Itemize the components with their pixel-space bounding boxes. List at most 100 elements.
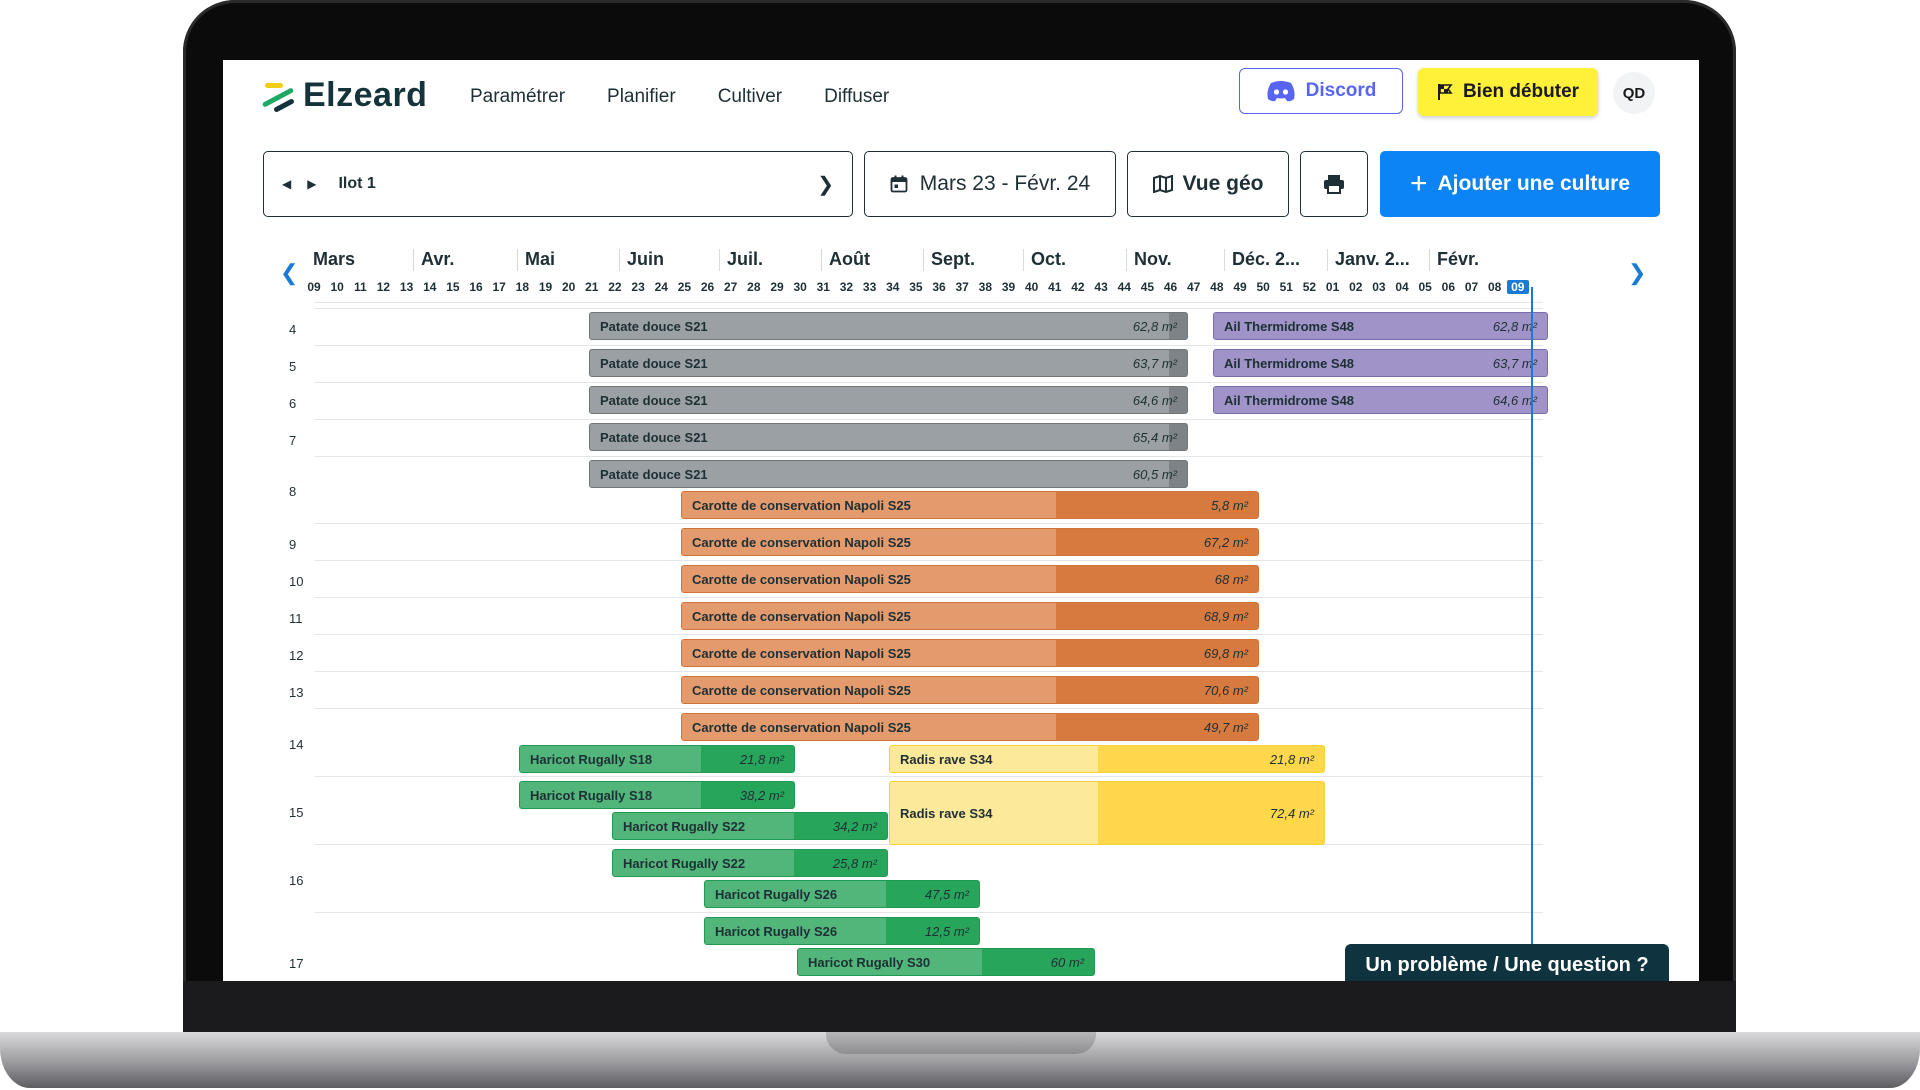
crop-name: Patate douce S21 xyxy=(600,318,708,334)
date-range-picker[interactable]: Mars 23 - Févr. 24 xyxy=(864,151,1116,217)
crop-bar[interactable]: Radis rave S34 72,4 m² xyxy=(889,781,1325,845)
week-label: 16 xyxy=(469,280,483,294)
crop-name: Haricot Rugally S18 xyxy=(530,787,653,803)
printer-icon xyxy=(1324,175,1344,194)
main-nav: Paramétrer Planifier Cultiver Diffuser xyxy=(470,86,889,108)
crop-bar-fill xyxy=(590,461,1170,487)
crop-name: Haricot Rugally S18 xyxy=(530,751,653,767)
row-divider xyxy=(315,776,1543,777)
week-label: 18 xyxy=(515,280,530,294)
nav-item-cultiver[interactable]: Cultiver xyxy=(717,86,783,107)
timeline-next-icon[interactable]: ❯ xyxy=(1628,260,1647,285)
crop-bar[interactable]: Carotte de conservation Napoli S25 68,9 m… xyxy=(681,602,1259,630)
help-button[interactable]: Un problème / Une question ? xyxy=(1345,944,1669,981)
week-label: 31 xyxy=(816,280,830,294)
crop-bar-fill xyxy=(682,714,1057,740)
crop-area: 63,7 m² xyxy=(1132,355,1177,371)
add-culture-button[interactable]: + Ajouter une culture xyxy=(1380,151,1660,217)
row-divider xyxy=(315,523,1543,524)
crop-bar[interactable]: Carotte de conservation Napoli S25 5,8 m² xyxy=(681,491,1259,519)
header-divider xyxy=(315,302,1543,303)
laptop-chin xyxy=(183,981,1736,1032)
timeline-prev-icon[interactable]: ❮ xyxy=(280,260,299,285)
ilot-selector[interactable]: ◀ ▶ Ilot 1 ❯ xyxy=(263,151,853,217)
crop-bar[interactable]: Haricot Rugally S26 47,5 m² xyxy=(704,880,980,908)
week-label: 40 xyxy=(1024,280,1039,294)
crop-bar-fill xyxy=(705,881,886,907)
crop-name: Patate douce S21 xyxy=(600,392,708,408)
crop-bar[interactable]: Ail Thermidrome S48 62,8 m² xyxy=(1213,312,1548,340)
crop-bar[interactable]: Haricot Rugally S26 12,5 m² xyxy=(704,917,980,945)
crop-bar[interactable]: Radis rave S34 21,8 m² xyxy=(889,745,1325,773)
nav-item-diffuser[interactable]: Diffuser xyxy=(824,86,890,107)
crop-area: 68,9 m² xyxy=(1203,608,1248,624)
crop-bar[interactable]: Haricot Rugally S30 60 m² xyxy=(797,948,1095,976)
date-range-label: Mars 23 - Févr. 24 xyxy=(919,172,1091,195)
month-label: Août xyxy=(829,249,870,269)
week-label: 50 xyxy=(1256,280,1270,294)
crop-area: 72,4 m² xyxy=(1269,805,1314,821)
crop-bar[interactable]: Haricot Rugally S22 25,8 m² xyxy=(612,849,888,877)
crop-area: 64,6 m² xyxy=(1492,392,1537,408)
geo-view-button[interactable]: Vue géo xyxy=(1127,151,1289,217)
start-guide-button[interactable]: Bien débuter xyxy=(1418,68,1598,116)
crop-bar[interactable]: Patate douce S21 63,7 m² xyxy=(589,349,1188,377)
month-separator xyxy=(1224,249,1225,271)
week-label: 06 xyxy=(1441,280,1456,294)
crop-name: Ail Thermidrome S48 xyxy=(1224,318,1355,334)
crop-bar[interactable]: Patate douce S21 64,6 m² xyxy=(589,386,1188,414)
crop-bar-fill xyxy=(682,566,1057,592)
week-label: 46 xyxy=(1163,280,1178,294)
week-label: 20 xyxy=(561,280,576,294)
flag-icon xyxy=(1437,84,1453,100)
week-label: 32 xyxy=(839,280,854,294)
add-culture-label: Ajouter une culture xyxy=(1437,172,1631,195)
crop-bar[interactable]: Haricot Rugally S22 34,2 m² xyxy=(612,812,888,840)
map-icon xyxy=(1152,175,1173,193)
month-label: Janv. 2... xyxy=(1335,249,1410,269)
next-ilot-icon[interactable]: ▶ xyxy=(307,177,317,191)
print-button[interactable] xyxy=(1300,151,1368,217)
crop-bar[interactable]: Carotte de conservation Napoli S25 68 m² xyxy=(681,565,1259,593)
nav-item-planifier[interactable]: Planifier xyxy=(607,86,676,107)
user-avatar[interactable]: QD xyxy=(1613,72,1655,114)
prev-ilot-icon[interactable]: ◀ xyxy=(282,177,292,191)
chevron-right-icon[interactable]: ❯ xyxy=(817,173,834,196)
crop-bar[interactable]: Ail Thermidrome S48 64,6 m² xyxy=(1213,386,1548,414)
crop-area: 62,8 m² xyxy=(1132,318,1177,334)
week-label: 38 xyxy=(978,280,993,294)
crop-bar[interactable]: Carotte de conservation Napoli S25 67,2 m… xyxy=(681,528,1259,556)
row-label: 13 xyxy=(289,685,304,700)
crop-name: Carotte de conservation Napoli S25 xyxy=(692,719,911,735)
crop-bar[interactable]: Haricot Rugally S18 38,2 m² xyxy=(519,781,795,809)
week-label: 08 xyxy=(1487,280,1502,294)
week-label: 23 xyxy=(631,280,645,294)
week-label: 09 xyxy=(307,280,321,294)
week-label: 25 xyxy=(677,280,692,294)
week-label: 04 xyxy=(1395,280,1409,294)
crop-bar-fill xyxy=(890,746,1099,772)
crop-bar[interactable]: Patate douce S21 60,5 m² xyxy=(589,460,1188,488)
month-separator xyxy=(719,249,720,271)
week-label: 14 xyxy=(423,280,437,294)
crop-bar[interactable]: Carotte de conservation Napoli S25 69,8 m… xyxy=(681,639,1259,667)
week-label: 34 xyxy=(886,280,900,294)
month-separator xyxy=(1429,249,1430,271)
nav-item-parametrer[interactable]: Paramétrer xyxy=(470,86,566,107)
week-label: 24 xyxy=(654,280,668,294)
crop-bar[interactable]: Haricot Rugally S18 21,8 m² xyxy=(519,745,795,773)
crop-bar[interactable]: Carotte de conservation Napoli S25 70,6 m… xyxy=(681,676,1259,704)
crop-bar-fill xyxy=(590,313,1170,339)
row-label: 16 xyxy=(289,873,304,888)
crop-bar[interactable]: Patate douce S21 65,4 m² xyxy=(589,423,1188,451)
crop-bar-fill xyxy=(890,782,1099,844)
crop-area: 21,8 m² xyxy=(739,751,784,767)
month-label: Sept. xyxy=(931,249,976,269)
crop-bar[interactable]: Carotte de conservation Napoli S25 49,7 m… xyxy=(681,713,1259,741)
crop-bar[interactable]: Patate douce S21 62,8 m² xyxy=(589,312,1188,340)
crop-bar[interactable]: Ail Thermidrome S48 63,7 m² xyxy=(1213,349,1548,377)
week-label: 10 xyxy=(330,280,344,294)
week-label: 19 xyxy=(538,280,553,294)
logo[interactable]: Elzeard xyxy=(261,76,427,115)
discord-button[interactable]: Discord xyxy=(1239,68,1403,114)
